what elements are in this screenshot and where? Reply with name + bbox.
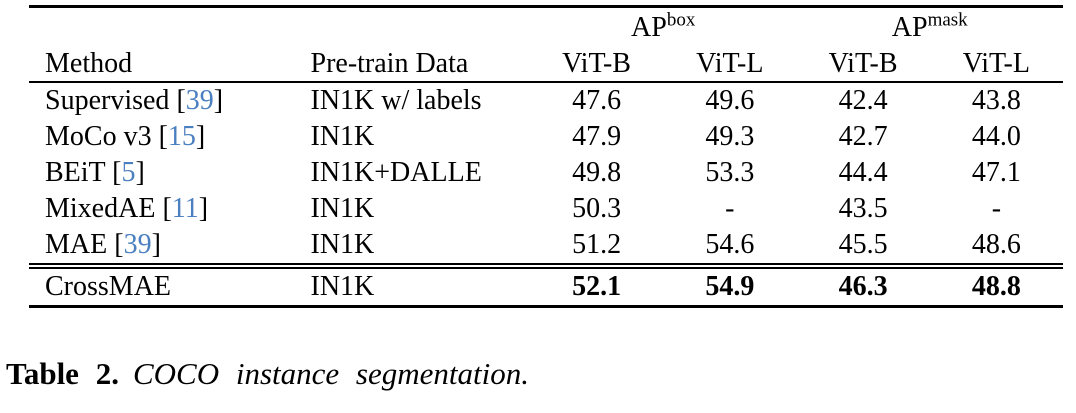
cell-pretrain: IN1K	[310, 192, 375, 224]
cell-value: 53.3	[705, 156, 755, 188]
empty-cell	[294, 5, 530, 48]
cell-value: 43.5	[838, 192, 888, 224]
cell-value: 45.5	[796, 227, 930, 269]
citation-link[interactable]: 15	[167, 120, 196, 152]
cell-method: MoCo v3 [15]	[29, 119, 295, 155]
results-table: APbox APmask Method Pre-train Data ViT-B…	[29, 5, 1063, 308]
vitl-mask-column-header: ViT-L	[929, 48, 1063, 83]
cell-value: 48.8	[929, 266, 1063, 308]
ap-mask-header: APmask	[796, 5, 1063, 48]
cell-method: MAE [39]	[29, 227, 295, 269]
cell-value: 49.8	[572, 156, 622, 188]
citation-link[interactable]: 11	[171, 192, 199, 224]
cell-pretrain: IN1K	[294, 266, 530, 308]
method-name: MixedAE	[45, 192, 156, 224]
cell-pretrain: IN1K+DALLE	[310, 156, 482, 188]
cite-bracket-open: [	[158, 120, 168, 152]
table-caption: Table 2. COCO instance segmentation.	[6, 356, 529, 392]
cite-bracket-open: [	[162, 192, 172, 224]
cell-value: 44.4	[838, 156, 888, 188]
cell-value: 50.3	[572, 192, 622, 224]
table-row-supervised: Supervised [39] IN1K w/ labels 47.6 49.6…	[29, 82, 1063, 119]
ap-mask-superscript: mask	[927, 9, 968, 31]
cell-method: BEiT [5]	[29, 155, 295, 191]
cell-value: 46.3	[796, 266, 930, 308]
cell-method: MixedAE [11]	[29, 191, 295, 227]
pretrain-column-header: Pre-train Data	[294, 48, 530, 83]
cell-value: 54.9	[663, 266, 797, 308]
cell-value: 54.6	[663, 227, 797, 269]
cite-bracket-close: ]	[195, 120, 206, 152]
results-table-wrap: APbox APmask Method Pre-train Data ViT-B…	[29, 5, 1063, 308]
table-row-beit: BEiT [5] IN1K+DALLE 49.8 53.3 44.4 47.1	[29, 155, 1063, 191]
caption-label: Table 2.	[6, 356, 119, 391]
cell-value: 42.4	[838, 84, 888, 116]
method-name: MAE	[45, 228, 108, 260]
cell-value: -	[725, 192, 735, 224]
table-row-mixedae: MixedAE [11] IN1K 50.3 - 43.5 -	[29, 191, 1063, 227]
cell-method: Supervised [39]	[29, 82, 295, 119]
cite-bracket-open: [	[114, 228, 124, 260]
method-name: BEiT	[45, 156, 106, 188]
cite-bracket-close: ]	[135, 156, 145, 188]
cell-value: 42.7	[838, 120, 888, 152]
cell-method: CrossMAE	[29, 266, 295, 308]
column-header-row: Method Pre-train Data ViT-B ViT-L ViT-B …	[29, 48, 1063, 83]
cell-value: 47.1	[971, 156, 1021, 188]
empty-cell	[29, 5, 295, 48]
cell-value: 47.9	[572, 120, 622, 152]
method-name: MoCo v3	[45, 120, 152, 152]
vitl-box-column-header: ViT-L	[663, 48, 797, 83]
cite-bracket-close: ]	[151, 228, 161, 260]
cell-pretrain: IN1K	[310, 120, 375, 152]
table-row-mae: MAE [39] IN1K 51.2 54.6 45.5 48.6	[29, 227, 1063, 269]
caption-text: COCO instance segmentation.	[132, 356, 529, 391]
table-row-moco-v3: MoCo v3 [15] IN1K 47.9 49.3 42.7 44.0	[29, 119, 1063, 155]
cite-bracket-close: ]	[213, 84, 224, 116]
table-row-crossmae: CrossMAE IN1K 52.1 54.9 46.3 48.8	[29, 266, 1063, 308]
group-header-row: APbox APmask	[29, 5, 1063, 48]
cite-bracket-open: [	[176, 84, 186, 116]
citation-link[interactable]: 39	[123, 228, 152, 260]
cite-bracket-close: ]	[198, 192, 209, 224]
cell-value: 49.3	[705, 120, 755, 152]
method-name: Supervised	[45, 84, 170, 116]
cell-value: 43.8	[971, 84, 1021, 116]
citation-link[interactable]: 5	[121, 156, 136, 188]
cell-value: 52.1	[529, 266, 664, 308]
citation-link[interactable]: 39	[185, 84, 214, 116]
cell-value: 49.6	[705, 84, 755, 116]
cite-bracket-open: [	[112, 156, 122, 188]
cell-value: 47.6	[572, 84, 622, 116]
cell-value: -	[991, 192, 1002, 224]
ap-box-base: AP	[631, 11, 667, 43]
method-column-header: Method	[29, 48, 295, 83]
vitb-mask-column-header: ViT-B	[796, 48, 930, 83]
ap-box-superscript: box	[666, 9, 696, 31]
cell-pretrain: IN1K	[294, 227, 530, 269]
ap-mask-base: AP	[891, 11, 928, 43]
cell-value: 51.2	[529, 227, 664, 269]
cell-value: 48.6	[929, 227, 1063, 269]
cell-pretrain: IN1K w/ labels	[310, 84, 482, 116]
cell-value: 44.0	[971, 120, 1021, 152]
vitb-box-column-header: ViT-B	[529, 48, 664, 83]
ap-box-header: APbox	[529, 5, 797, 48]
